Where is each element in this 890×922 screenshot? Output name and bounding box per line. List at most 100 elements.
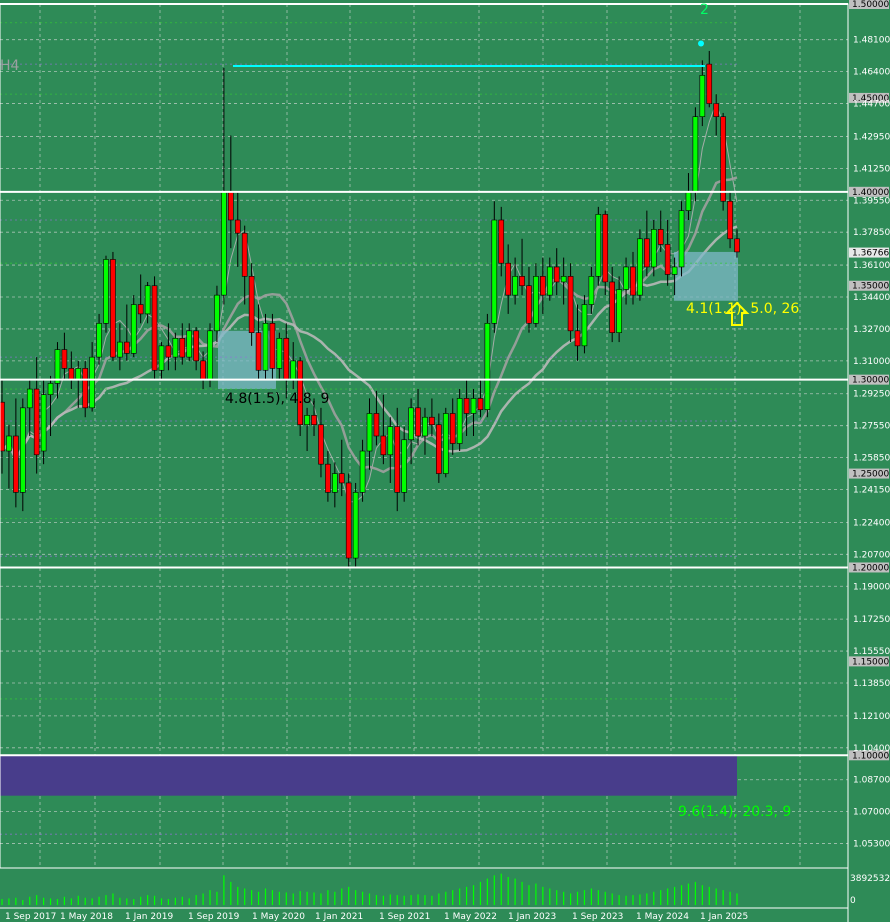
- candle-body-53: [366, 413, 373, 452]
- candle-body-51: [352, 492, 359, 559]
- candle-body-89: [616, 289, 622, 333]
- annotation-left: 4.8(1.5), 4.8, 9: [225, 391, 329, 407]
- price-tick-18: 1.17250: [853, 615, 890, 625]
- candle-body-69: [477, 398, 484, 411]
- price-tick-17: 1.19000: [853, 582, 890, 592]
- candle-body-74: [512, 276, 518, 296]
- candle-body-101: [699, 75, 706, 117]
- candle-body-44: [304, 415, 310, 426]
- candle-body-86: [595, 214, 602, 277]
- level-box-5: [849, 374, 889, 385]
- candle-body-65: [449, 413, 456, 444]
- candles: [0, 50, 740, 568]
- candle-body-48: [332, 473, 338, 493]
- candle-body-99: [685, 191, 692, 211]
- level-label-3: 1.36766: [852, 249, 889, 259]
- price-tick-5: 1.39550: [853, 196, 890, 206]
- price-tick-11: 1.29250: [853, 390, 890, 400]
- candle-body-25: [172, 338, 179, 358]
- candle-body-35: [241, 232, 248, 277]
- candle-body-33: [228, 191, 234, 221]
- date-tick-9: 1 Sep 2023: [572, 912, 623, 922]
- level-box-9: [849, 750, 889, 761]
- candle-body-104: [720, 116, 726, 202]
- candle-body-15: [103, 259, 109, 324]
- price-tick-14: 1.24150: [853, 486, 890, 496]
- candle-body-95: [657, 229, 664, 245]
- candle-body-1: [6, 435, 12, 452]
- candle-body-57: [394, 426, 401, 493]
- price-tick-3: 1.42950: [853, 132, 890, 142]
- annotation-bottom: 9.6(1.4), 20.3, 9: [678, 804, 791, 820]
- price-tick-7: 1.36100: [853, 261, 890, 271]
- candle-body-100: [692, 116, 699, 193]
- level-label-6: 1.25000: [852, 470, 889, 480]
- candle-body-13: [89, 356, 95, 409]
- level-box-1: [849, 92, 889, 103]
- candle-body-93: [644, 238, 650, 268]
- date-tick-8: 1 Jan 2023: [508, 912, 556, 922]
- date-tick-4: 1 May 2020: [252, 912, 305, 922]
- candle-body-94: [650, 229, 657, 268]
- level-box-3: [849, 247, 889, 258]
- candle-body-98: [678, 210, 685, 268]
- candle-body-32: [221, 191, 227, 296]
- level-box-8: [849, 656, 889, 667]
- date-tick-1: 1 May 2018: [60, 912, 113, 922]
- candle-body-106: [734, 238, 740, 253]
- candle-body-87: [602, 214, 609, 283]
- price-tick-24: 1.07000: [853, 808, 890, 818]
- candle-body-5: [33, 388, 40, 456]
- price-tick-0: 1.48100: [853, 36, 890, 46]
- candle-body-3: [20, 407, 26, 493]
- candle-body-80: [553, 266, 560, 283]
- candle-body-43: [297, 360, 303, 426]
- date-tick-5: 1 Jan 2021: [315, 912, 363, 922]
- purple-zone: [0, 755, 737, 796]
- volume-panel: 3892532 0: [0, 873, 890, 909]
- price-tick-10: 1.31000: [853, 357, 890, 367]
- candle-body-41: [283, 338, 290, 380]
- candle-body-36: [248, 276, 255, 333]
- candle-body-88: [609, 281, 615, 333]
- ma-4: [1, 101, 738, 503]
- candle-body-49: [338, 473, 345, 484]
- candle-body-66: [456, 398, 463, 444]
- price-tick-6: 1.37850: [853, 228, 890, 238]
- volume-max-label: 3892532: [850, 874, 890, 884]
- candle-body-82: [567, 276, 574, 332]
- price-tick-1: 1.46400: [853, 68, 890, 78]
- candle-body-24: [165, 345, 172, 358]
- date-tick-0: 1 Sep 2017: [5, 912, 56, 922]
- level-label-2: 1.40000: [852, 188, 889, 198]
- candle-body-37: [255, 332, 262, 371]
- top-left-label: H4: [0, 58, 20, 74]
- candle-body-8: [54, 349, 61, 384]
- candle-body-34: [234, 219, 241, 234]
- candle-body-39: [269, 323, 276, 369]
- candle-body-55: [380, 435, 387, 456]
- candle-body-76: [526, 285, 532, 324]
- candle-body-105: [727, 200, 733, 240]
- candle-body-62: [429, 416, 435, 426]
- level-box-4: [849, 280, 889, 291]
- price-tick-22: 1.10400: [853, 744, 890, 754]
- candle-body-97: [671, 266, 678, 275]
- candle-body-75: [519, 276, 525, 287]
- candle-body-83: [574, 330, 581, 347]
- price-tick-4: 1.41250: [853, 164, 890, 174]
- annotations: H4 2 4.8(1.5), 4.8, 9 4.1(1.1), 5.0, 26 …: [0, 2, 799, 820]
- candle-body-4: [26, 388, 33, 409]
- date-tick-7: 1 May 2022: [444, 912, 497, 922]
- level-label-8: 1.15000: [852, 657, 889, 667]
- candle-body-78: [540, 276, 546, 296]
- level-label-9: 1.10000: [852, 751, 889, 761]
- level-label-0: 1.50000: [852, 0, 889, 10]
- level-box-7: [849, 562, 889, 573]
- candle-body-59: [408, 407, 414, 441]
- candle-body-96: [664, 244, 671, 275]
- candle-body-20: [137, 304, 144, 315]
- price-tick-12: 1.27550: [853, 422, 890, 432]
- candle-body-11: [75, 368, 82, 380]
